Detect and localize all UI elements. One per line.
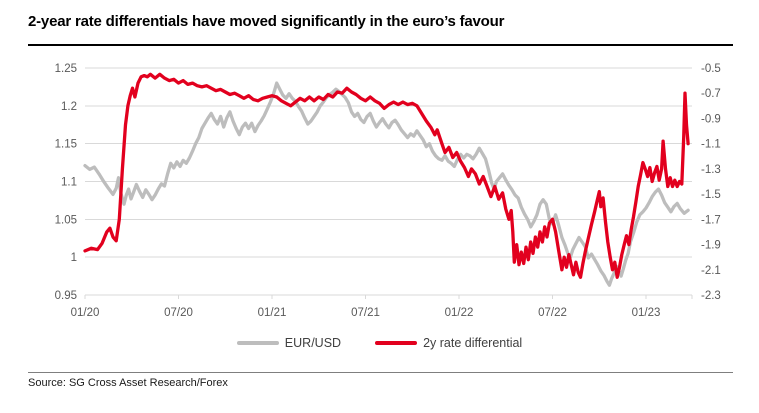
footer-rule bbox=[28, 372, 733, 373]
source-text: Source: SG Cross Asset Research/Forex bbox=[28, 377, 228, 389]
eurusd-line-swatch bbox=[236, 341, 279, 345]
y-axis-left-label: 1.2 bbox=[61, 101, 77, 113]
y-axis-right-label: -0.7 bbox=[701, 88, 721, 100]
x-axis-label: 07/20 bbox=[164, 307, 193, 319]
y-axis-left-label: 1.1 bbox=[61, 177, 77, 189]
chart-legend: EUR/USD 2y rate differential bbox=[0, 336, 759, 350]
x-axis-label: 07/22 bbox=[538, 307, 567, 319]
y-axis-left-label: 1 bbox=[71, 252, 77, 264]
y-axis-right-label: -1.5 bbox=[701, 189, 721, 201]
x-axis-label: 01/22 bbox=[445, 307, 474, 319]
legend-label-eurusd: EUR/USD bbox=[284, 336, 342, 350]
y-axis-right-label: -0.5 bbox=[701, 63, 721, 75]
y-axis-right-label: -0.9 bbox=[701, 113, 721, 125]
differential-line-swatch bbox=[375, 341, 418, 345]
chart-title: 2-year rate differentials have moved sig… bbox=[28, 13, 505, 30]
legend-item-2y-rate-differential: 2y rate differential bbox=[375, 336, 522, 350]
x-axis-label: 01/20 bbox=[71, 307, 100, 319]
x-axis-label: 01/21 bbox=[258, 307, 287, 319]
y-axis-right-label: -1.7 bbox=[701, 214, 721, 226]
y-axis-right-label: -2.1 bbox=[701, 265, 721, 277]
legend-item-eurusd: EUR/USD bbox=[236, 336, 342, 350]
y-axis-left-label: 1.05 bbox=[55, 214, 77, 226]
x-axis-label: 07/21 bbox=[351, 307, 380, 319]
y-axis-right-label: -1.1 bbox=[701, 139, 721, 151]
y-axis-left-label: 1.25 bbox=[55, 63, 77, 75]
y-axis-left-label: 1.15 bbox=[55, 139, 77, 151]
y-axis-right-label: -2.3 bbox=[701, 290, 721, 302]
y-axis-left-label: 0.95 bbox=[55, 290, 77, 302]
title-rule bbox=[28, 44, 733, 46]
series-eurusd-line bbox=[83, 81, 690, 287]
y-axis-right-label: -1.9 bbox=[701, 240, 721, 252]
series-2y-rate-differential-line bbox=[83, 72, 690, 279]
x-axis-label: 01/23 bbox=[632, 307, 661, 319]
y-axis-right-label: -1.3 bbox=[701, 164, 721, 176]
legend-label-2y-rate-differential: 2y rate differential bbox=[423, 336, 523, 350]
